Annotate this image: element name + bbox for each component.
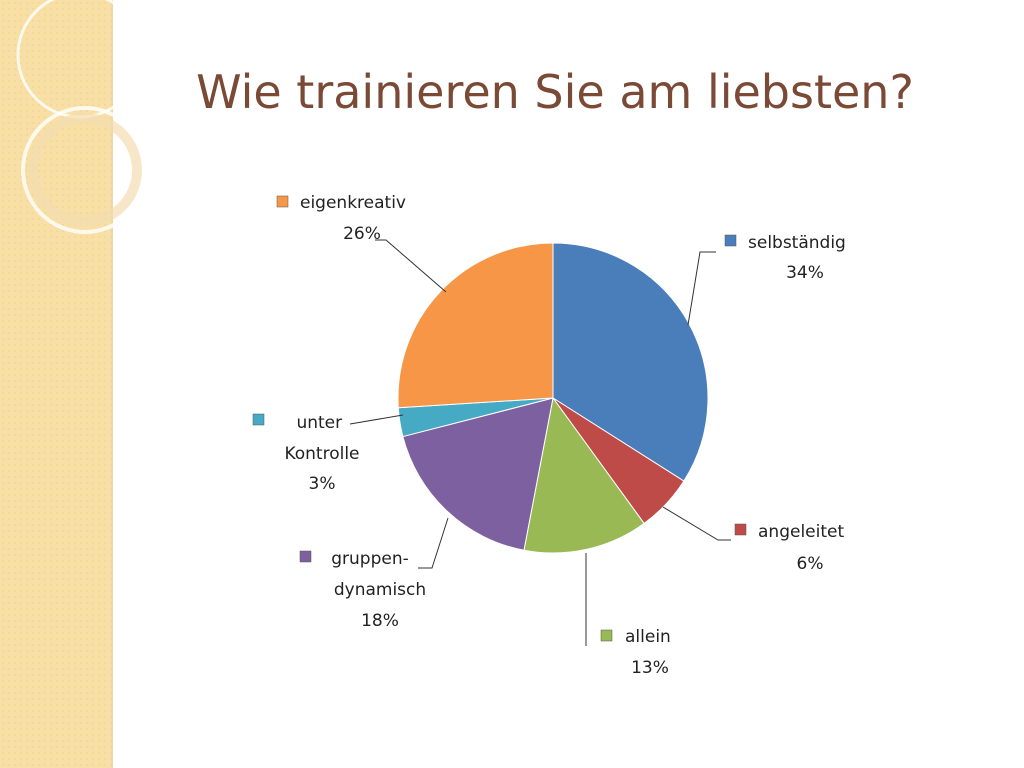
legend-swatch [252,413,265,426]
value-label: 26% [343,224,381,244]
pie-slice [397,242,554,409]
leader-line [375,239,447,293]
legend-swatch [600,629,613,642]
category-label: gruppen-dynamisch [331,549,426,600]
legend-swatch [724,234,737,247]
leader-line [662,506,731,541]
value-label: 34% [786,263,824,283]
legend-swatch [734,523,747,536]
legend-swatch [299,550,312,563]
category-label: angeleitet [758,522,844,542]
category-label: unter Kontrolle [284,413,359,464]
category-label: selbständig [748,233,846,253]
value-label: 3% [309,474,336,494]
pie-slice [552,242,709,482]
value-label: 18% [361,611,399,631]
decor-circle [28,113,142,227]
leader-line [687,251,716,326]
decor-circle [21,106,149,234]
leader-line [418,517,449,569]
legend-swatch [276,195,289,208]
category-label: allein [625,627,671,647]
leader-line [349,414,404,425]
pie-slice [402,397,554,551]
pie-slice [523,396,645,554]
value-label: 6% [797,554,824,574]
value-label: 13% [631,658,669,678]
chart-title: Wie trainieren Sie am liebsten? [196,65,914,119]
category-label: eigenkreativ [300,193,406,213]
